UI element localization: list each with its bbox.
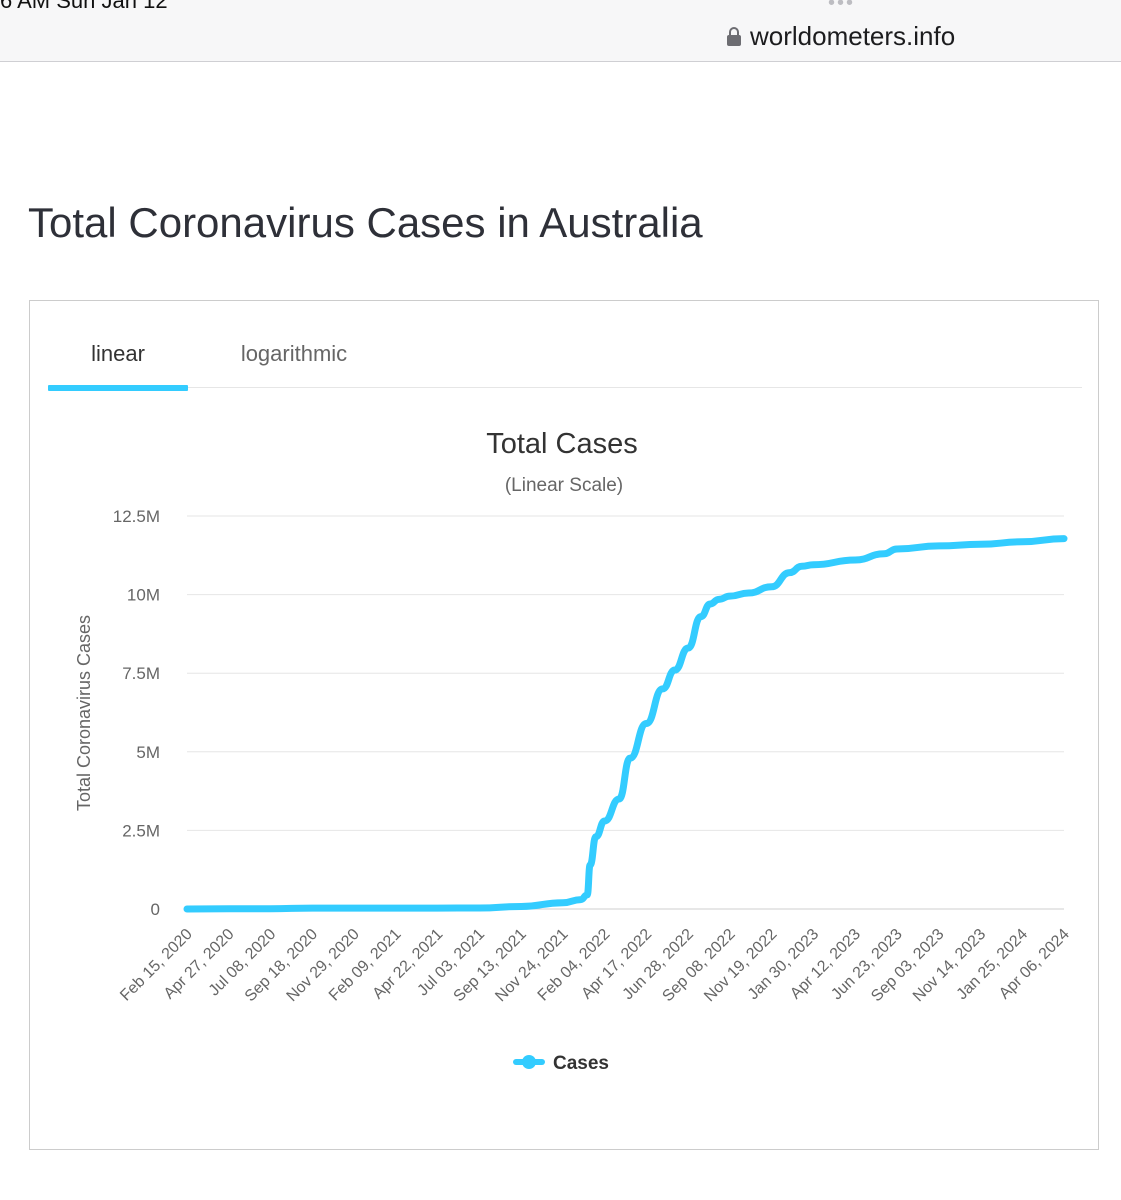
y-tick-label: 0 [151, 900, 160, 919]
legend-marker-icon [522, 1055, 536, 1069]
x-tick-label: Sep 03, 2023 [868, 926, 947, 1005]
y-tick-label: 5M [136, 743, 160, 762]
url-text: worldometers.info [750, 20, 956, 51]
y-axis-title: Total Coronavirus Cases [74, 615, 94, 811]
more-dots-icon[interactable]: ••• [828, 0, 856, 14]
y-axis-ticks: 0 2.5M 5M 7.5M 10M 12.5M [113, 507, 160, 919]
x-tick-label: Nov 24, 2021 [492, 926, 571, 1005]
x-tick-label: Nov 29, 2020 [284, 926, 363, 1005]
y-tick-label: 10M [127, 586, 160, 605]
y-tick-label: 12.5M [113, 507, 160, 526]
x-tick-label: Sep 13, 2021 [451, 926, 530, 1005]
y-tick-label: 7.5M [122, 664, 160, 683]
chart-panel: linear logarithmic Total Cases (Linear S… [29, 300, 1099, 1150]
x-tick-label: Sep 08, 2022 [659, 926, 738, 1005]
address-bar[interactable]: worldometers.info [726, 19, 955, 53]
status-time: 6 AM Sun Jan 12 [0, 0, 168, 13]
tab-logarithmic[interactable]: logarithmic [240, 341, 348, 366]
series-layer [183, 535, 1068, 913]
x-tick-label: Nov 14, 2023 [910, 926, 989, 1005]
x-tick-label: Feb 15, 2020 [117, 926, 196, 1005]
chart-title: Total Cases [486, 428, 638, 460]
browser-bar: 6 AM Sun Jan 12 ••• worldometers.info [0, 0, 1121, 62]
legend[interactable]: Cases [513, 1053, 609, 1074]
series-line-cases[interactable] [183, 535, 1068, 913]
x-tick-label: Sep 18, 2020 [242, 926, 321, 1005]
chart-subtitle: (Linear Scale) [505, 475, 623, 496]
page-title: Total Coronavirus Cases in Australia [28, 199, 703, 246]
scale-tabs: linear logarithmic [48, 331, 1082, 391]
y-tick-label: 2.5M [122, 821, 160, 840]
x-tick-label: Nov 19, 2022 [701, 926, 780, 1005]
cases-chart: Total Cases (Linear Scale) Total Coronav… [74, 428, 1073, 1074]
legend-label-cases[interactable]: Cases [553, 1053, 609, 1074]
tab-linear[interactable]: linear [48, 331, 188, 391]
grid-lines [187, 515, 1064, 910]
lock-icon [726, 26, 742, 46]
